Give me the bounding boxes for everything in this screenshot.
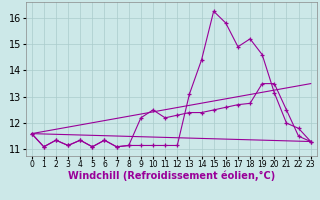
X-axis label: Windchill (Refroidissement éolien,°C): Windchill (Refroidissement éolien,°C) [68, 171, 275, 181]
